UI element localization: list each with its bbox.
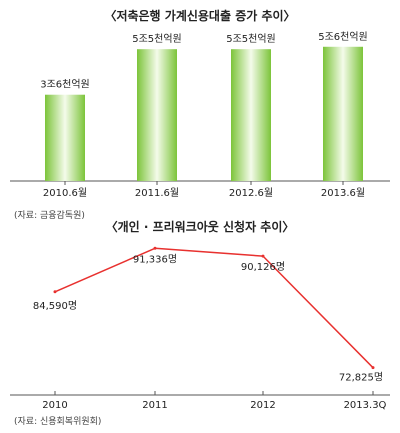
bar-x-tick-label: 2013.6월 [321,187,365,199]
bar-value-label: 3조6천억원 [40,79,90,91]
bar [45,94,85,181]
line-point [153,246,157,250]
series-line [54,247,374,369]
bar-value-label: 5조5천억원 [226,33,276,45]
line-chart-title: 〈개인 · 프리워크아웃 신청자 추이〉 [105,220,295,234]
bar-x-tick-label: 2011.6월 [135,187,179,199]
bar-chart-source: (자료: 금융감독원) [14,211,85,221]
line-chart-source: (자료: 신용회복위원회) [14,417,102,427]
bar-value-label: 5조5천억원 [132,33,182,45]
line-x-tick-label: 2012 [250,400,275,411]
line-value-label: 90,126명 [241,261,285,273]
line-point [261,254,265,258]
bar [323,46,363,182]
bar-chart-title: 〈저축은행 가계신용대출 증가 추이〉 [104,9,296,23]
line-x-tick-label: 2011 [142,400,167,411]
line-point [53,290,57,294]
line-value-label: 72,825명 [339,372,383,384]
line-point [371,366,375,370]
bar-value-label: 5조6천억원 [318,31,368,43]
line-x-tick-label: 2013.3Q [344,400,387,411]
line-value-label: 91,336명 [133,253,177,265]
bar-x-tick-label: 2012.6월 [229,187,273,199]
bar-x-tick-label: 2010.6월 [43,187,87,199]
bar [137,49,177,181]
bar-chart: 3조6천억원 2010.6월 5조5천억원 2011.6월 5조5천억원 2012.6월 5… [10,31,390,199]
line-chart: 84,590명 2010 91,336명 2011 90,126명 2012 72,825명… [10,246,390,411]
line-x-tick-label: 2010 [42,400,67,411]
line-value-label: 84,590명 [33,300,77,312]
bar [231,49,271,181]
